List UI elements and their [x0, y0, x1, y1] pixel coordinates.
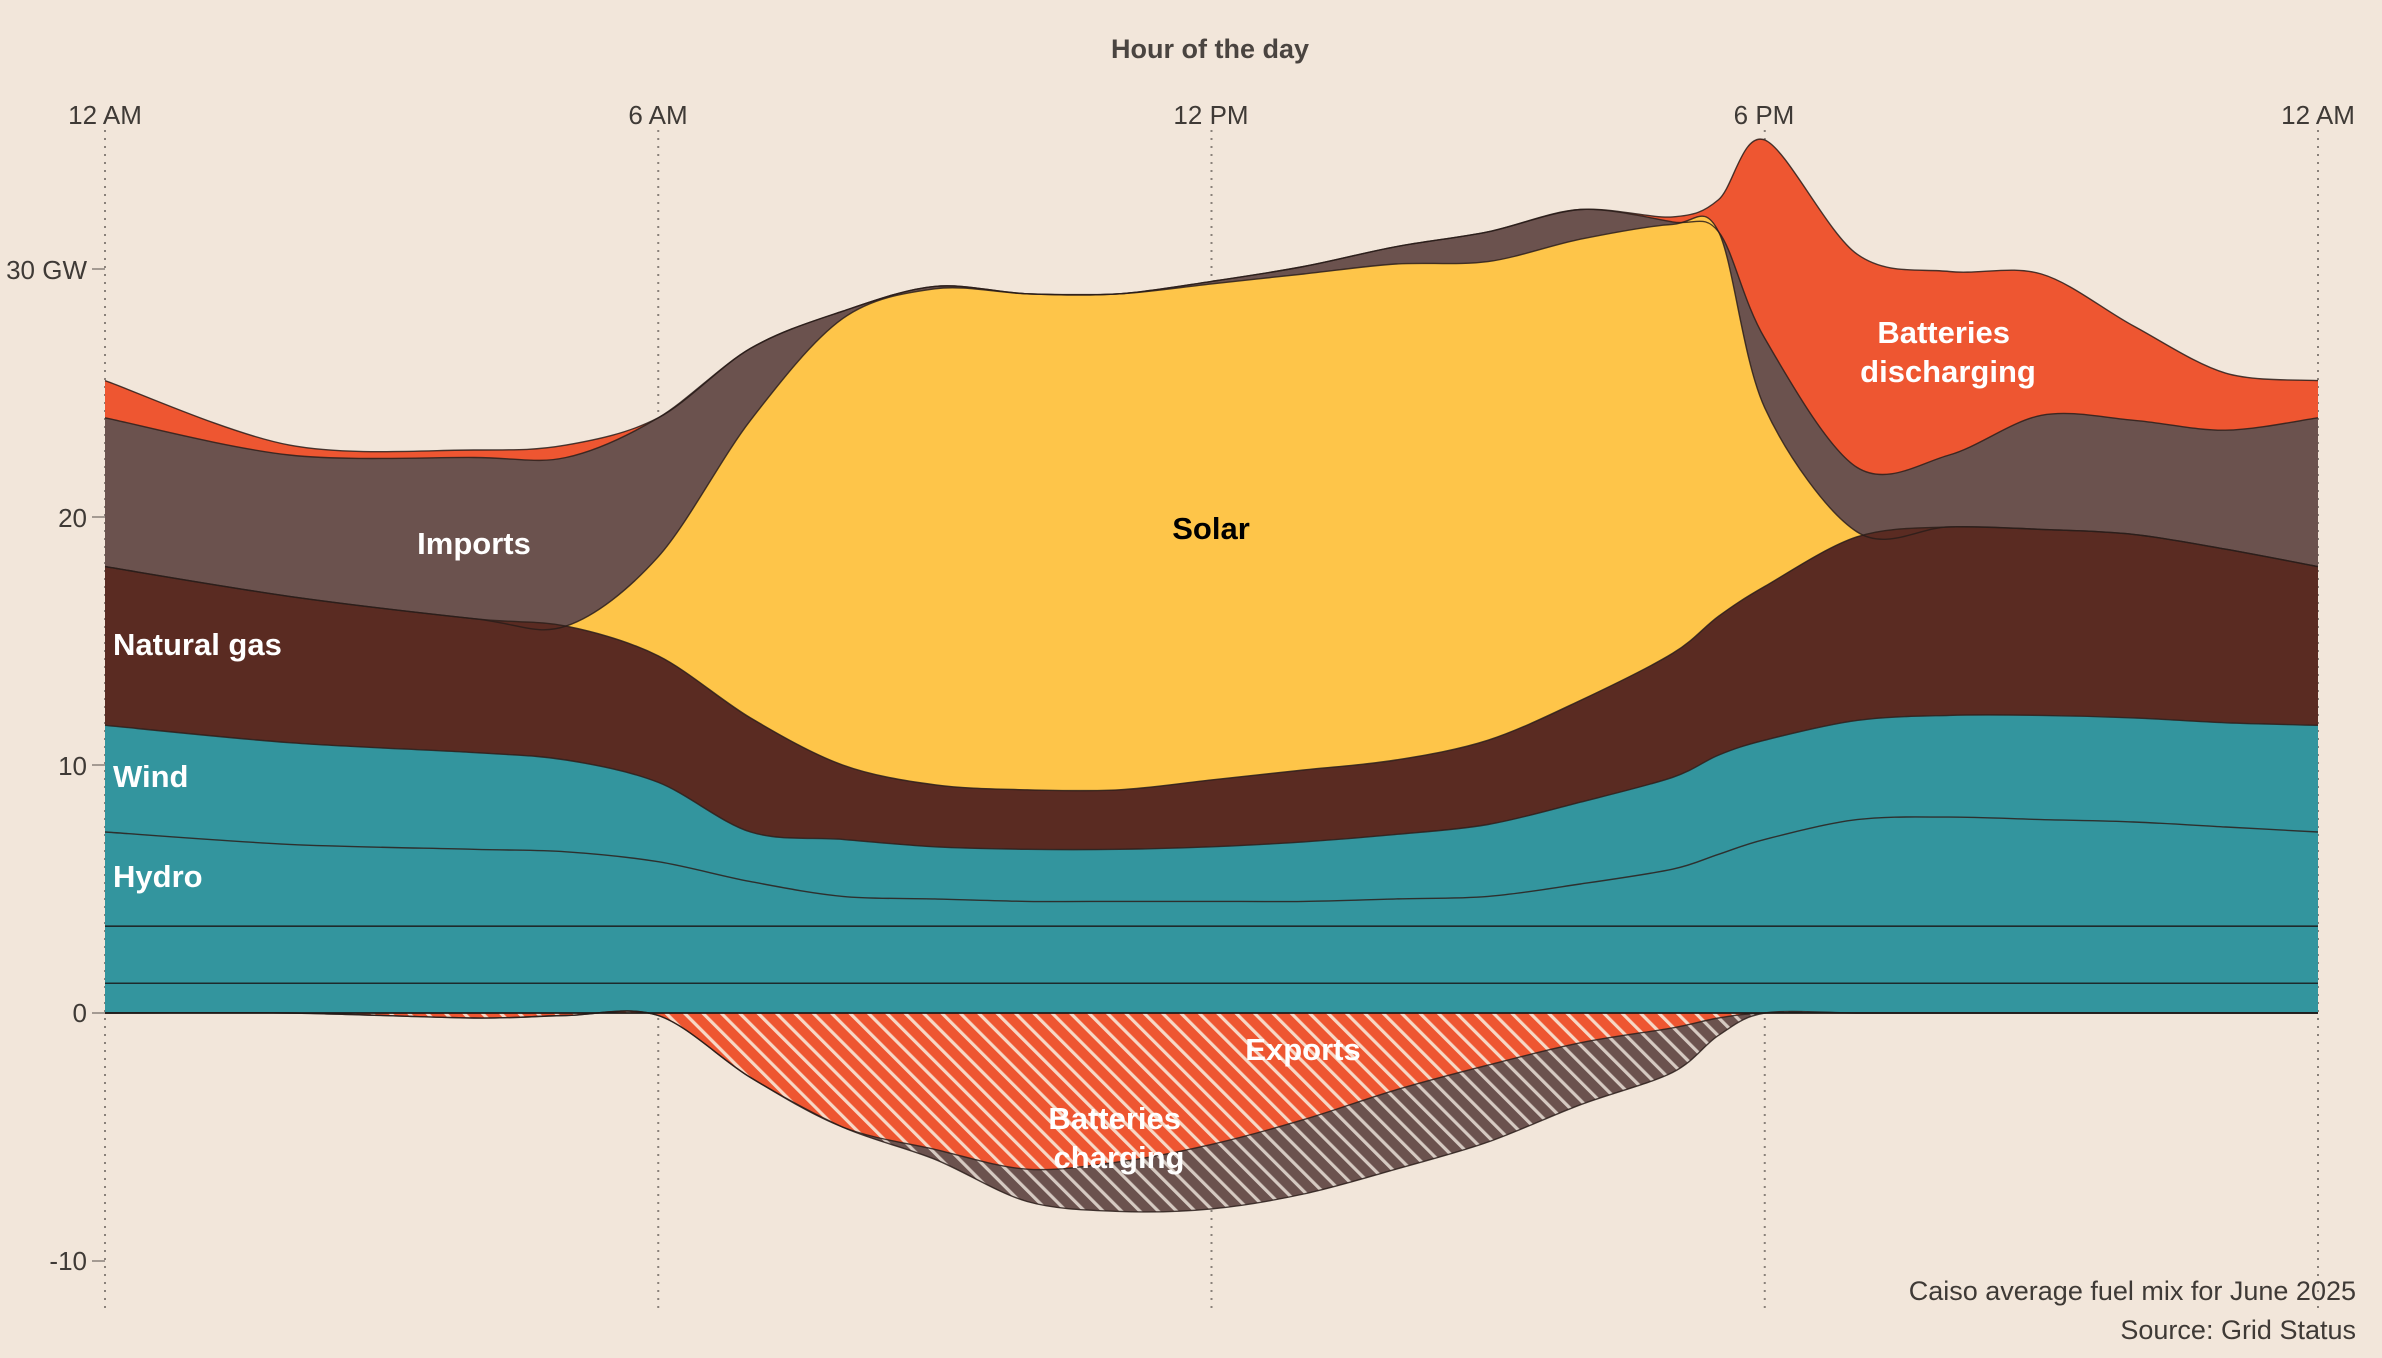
label-batteries-charging: Batteries charging — [1048, 1101, 1189, 1175]
y-tick-label-0: 0 — [73, 998, 87, 1028]
label-batteries-discharging: Batteries discharging — [1860, 315, 2036, 389]
area-wind — [105, 714, 2318, 902]
line-layer — [104, 138, 2319, 1213]
hydro-top-line — [104, 816, 2319, 903]
source-line-1: Caiso average fuel mix for June 2025 — [1909, 1276, 2356, 1306]
label-batteries-charging-line-2: charging — [1054, 1140, 1185, 1175]
y-tick-label-10: 10 — [58, 751, 87, 781]
y-tick-labels: 30 GW 20 10 0 -10 — [6, 255, 87, 1276]
grid-layer — [92, 130, 2319, 1310]
x-tick-label-2: 12 PM — [1173, 100, 1248, 130]
label-natural-gas: Natural gas — [113, 627, 282, 662]
label-imports: Imports — [417, 526, 531, 561]
wind-top-line — [104, 714, 2319, 851]
series-labels: Imports Natural gas Wind Hydro Solar Exp… — [113, 315, 2036, 1175]
label-batteries-charging-line-1: Batteries — [1048, 1101, 1181, 1136]
imports-top-line — [104, 208, 2319, 476]
area-layer — [105, 139, 2318, 1212]
y-tick-label-30: 30 GW — [6, 255, 87, 285]
x-tick-label-4: 12 AM — [2281, 100, 2355, 130]
x-axis-title: Hour of the day — [1111, 34, 1309, 64]
area-solar — [105, 216, 2318, 791]
area-exports — [105, 1011, 2318, 1212]
area-natural-gas — [105, 526, 2318, 850]
gas-top-line — [104, 525, 2319, 792]
label-exports: Exports — [1245, 1032, 1360, 1067]
label-solar: Solar — [1172, 511, 1250, 546]
area-imports — [105, 209, 2318, 630]
y-tick-label-neg10: -10 — [49, 1246, 87, 1276]
label-wind: Wind — [113, 759, 188, 794]
x-tick-label-0: 12 AM — [68, 100, 142, 130]
y-tick-label-20: 20 — [58, 503, 87, 533]
x-tick-label-3: 6 PM — [1734, 100, 1795, 130]
label-hydro: Hydro — [113, 859, 203, 894]
label-batteries-discharging-line-2: discharging — [1860, 354, 2036, 389]
x-tick-label-1: 6 AM — [628, 100, 687, 130]
area-batteries-discharging — [105, 139, 2318, 475]
source-line-2: Source: Grid Status — [2120, 1315, 2356, 1345]
source-note: Caiso average fuel mix for June 2025 Sou… — [1909, 1276, 2356, 1345]
x-tick-labels: 12 AM 6 AM 12 PM 6 PM 12 AM — [68, 100, 2355, 130]
area-batteries-charging — [105, 1011, 2318, 1170]
area-hydro — [105, 816, 2318, 1013]
label-batteries-discharging-line-1: Batteries — [1877, 315, 2010, 350]
